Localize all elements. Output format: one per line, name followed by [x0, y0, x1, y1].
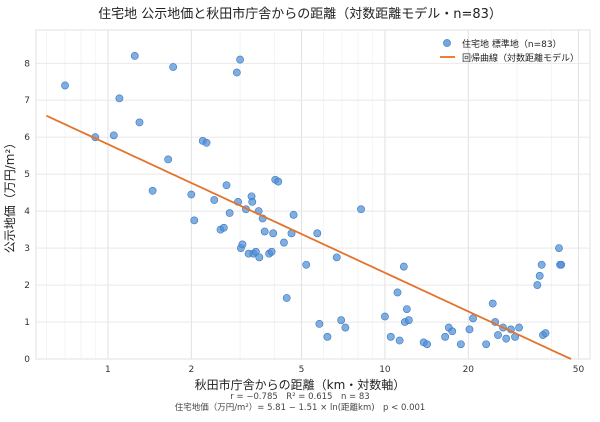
- x-tick-labels: 1 2 5 10 20 50: [105, 365, 584, 375]
- data-point: [381, 312, 389, 321]
- y-tick-label: 8: [24, 59, 30, 69]
- data-point: [541, 329, 550, 338]
- equation-annotation: 住宅地価（万円/m²）= 5.81 − 1.51 × ln(距離km) p < …: [175, 402, 426, 413]
- y-tick-labels: 0 1 2 3 4 5 6 7 8: [24, 59, 30, 365]
- data-point: [323, 332, 332, 341]
- data-point: [169, 63, 178, 71]
- data-point: [393, 288, 402, 297]
- data-point: [399, 262, 408, 271]
- data-point: [515, 323, 523, 332]
- data-point: [332, 253, 341, 262]
- data-point: [219, 223, 228, 232]
- data-point: [109, 131, 118, 140]
- data-point: [260, 227, 269, 236]
- data-point: [202, 138, 211, 147]
- data-point: [135, 118, 144, 127]
- data-point: [456, 340, 465, 349]
- stats-annotation: r = −0.785 R² = 0.615 n = 83: [230, 392, 369, 402]
- data-point: [537, 260, 546, 269]
- chart-title: 住宅地 公示地価と秋田市庁舎からの距離（対数距離モデル・n=83）: [98, 6, 502, 22]
- data-point: [251, 247, 260, 256]
- data-point: [482, 340, 491, 349]
- legend-line-label: 回帰曲線（対数距離モデル）: [462, 52, 579, 64]
- plot-area-frame: [35, 29, 591, 360]
- data-point: [386, 332, 395, 341]
- data-point: [282, 294, 291, 302]
- data-point: [494, 331, 502, 339]
- data-point: [557, 260, 566, 269]
- regression-line: [46, 114, 572, 360]
- x-tick-label: 20: [463, 365, 475, 375]
- data-point: [469, 314, 477, 323]
- data-point: [341, 323, 350, 332]
- data-point: [533, 281, 542, 289]
- data-point: [441, 332, 450, 341]
- legend: 住宅地 標準地（n=83） 回帰曲線（対数距離モデル）: [440, 38, 579, 64]
- data-point: [255, 253, 264, 262]
- data-point: [225, 209, 234, 217]
- x-tick-label: 5: [299, 365, 305, 375]
- data-point: [115, 94, 124, 103]
- y-tick-label: 5: [24, 170, 30, 180]
- y-tick-label: 6: [24, 133, 30, 143]
- data-point: [248, 197, 257, 206]
- data-point: [465, 325, 474, 334]
- y-tick-label: 3: [24, 244, 30, 254]
- x-tick-label: 50: [573, 365, 585, 375]
- data-point: [61, 81, 69, 90]
- data-point: [238, 240, 247, 249]
- data-point: [502, 334, 511, 343]
- data-point: [269, 229, 278, 238]
- data-point: [404, 316, 413, 325]
- legend-points-swatch: [443, 39, 451, 47]
- data-point: [337, 316, 346, 325]
- x-axis-label: 秋田市庁舎からの距離（km・対数軸）: [195, 377, 406, 392]
- data-point: [488, 299, 497, 308]
- data-point: [423, 340, 432, 349]
- data-point: [280, 238, 288, 247]
- x-tick-label: 2: [188, 365, 194, 375]
- data-point: [164, 155, 173, 164]
- x-tick-label: 1: [105, 365, 111, 375]
- data-point: [210, 196, 219, 204]
- legend-points-label: 住宅地 標準地（n=83）: [462, 38, 562, 50]
- y-tick-label: 1: [24, 318, 30, 328]
- data-point: [402, 305, 411, 313]
- data-point: [315, 319, 324, 328]
- data-point: [190, 216, 199, 225]
- data-point: [148, 186, 157, 195]
- data-point: [274, 177, 283, 186]
- data-point: [313, 229, 322, 238]
- data-point: [236, 55, 244, 64]
- data-point: [395, 336, 404, 345]
- data-point: [187, 190, 196, 199]
- y-tick-label: 0: [24, 355, 30, 365]
- grid: [36, 30, 590, 360]
- data-point: [289, 210, 298, 219]
- data-point: [222, 181, 231, 190]
- data-point: [448, 327, 457, 336]
- data-point: [555, 244, 563, 253]
- data-point: [130, 51, 139, 60]
- data-point: [267, 247, 276, 256]
- data-point: [232, 68, 241, 77]
- y-tick-label: 2: [24, 281, 30, 291]
- y-tick-label: 7: [24, 96, 30, 106]
- y-axis-label: 公示地価（万円/m²）: [3, 137, 17, 254]
- data-point: [357, 205, 365, 214]
- chart-marks: [46, 51, 572, 360]
- data-point: [302, 260, 311, 269]
- data-point: [535, 271, 544, 280]
- y-tick-label: 4: [24, 207, 30, 217]
- x-tick-label: 10: [379, 365, 391, 375]
